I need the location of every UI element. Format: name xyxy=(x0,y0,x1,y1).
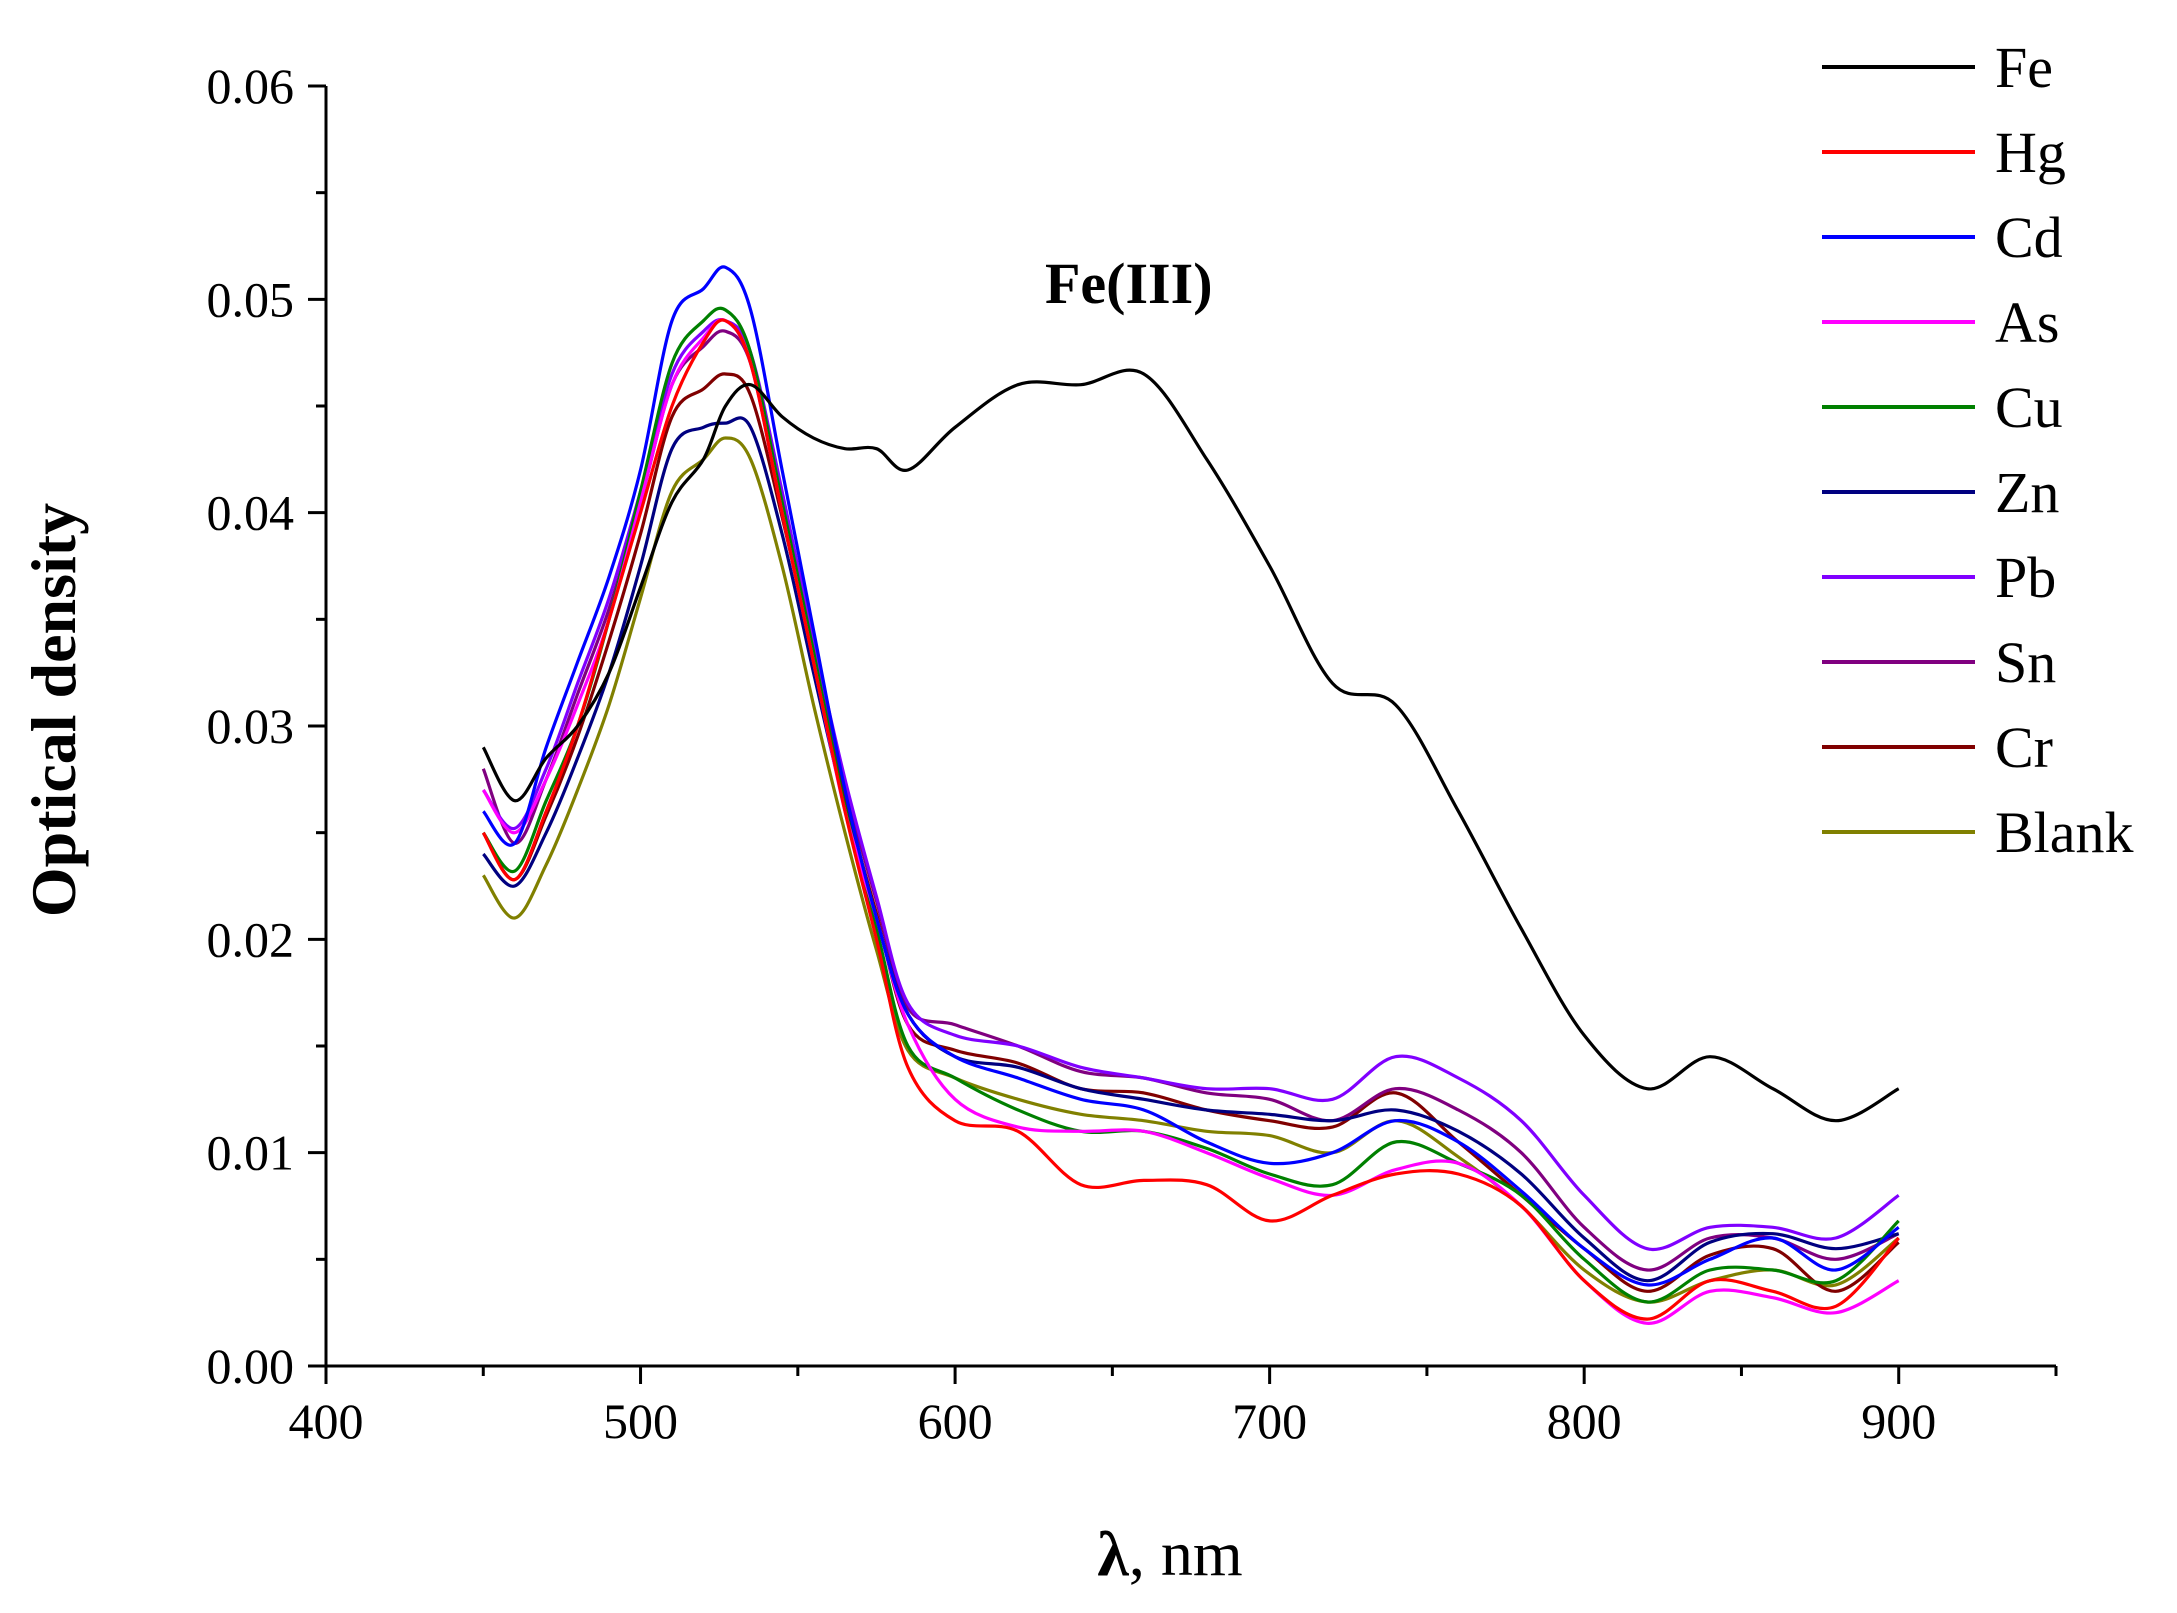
legend: Fe Hg Cd As Cu Zn Pb Sn Cr Blank xyxy=(1822,35,2134,865)
x-axis-symbol: λ xyxy=(1097,1518,1129,1589)
legend-label-cr: Cr xyxy=(1995,715,2053,780)
legend-label-zn: Zn xyxy=(1995,460,2059,525)
axes: 400 500 600 700 800 900 0.00 0.01 0.02 0.03 0.04 0.… xyxy=(207,58,2058,1449)
legend-label-pb: Pb xyxy=(1995,545,2056,610)
legend-label-as: As xyxy=(1995,290,2059,355)
x-tick-label: 500 xyxy=(603,1393,678,1449)
y-tick-label: 0.01 xyxy=(207,1125,295,1181)
y-tick-label: 0.04 xyxy=(207,485,295,541)
y-tick-label: 0.06 xyxy=(207,58,295,114)
series-line-hg xyxy=(481,318,1900,1321)
x-tick-label: 900 xyxy=(1861,1393,1936,1449)
annotation-fe-iii: Fe(III) xyxy=(1045,251,1213,316)
legend-label-hg: Hg xyxy=(1995,120,2066,185)
x-tick-label: 800 xyxy=(1547,1393,1622,1449)
series-line-cd xyxy=(482,265,1900,1287)
legend-label-sn: Sn xyxy=(1995,630,2056,695)
legend-label-blank: Blank xyxy=(1995,800,2134,865)
x-tick-label: 700 xyxy=(1232,1393,1307,1449)
y-axis-title: Optical density xyxy=(18,503,89,917)
series-line-fe xyxy=(481,368,1900,1123)
series-line-zn xyxy=(482,416,1900,1283)
x-axis-title: λ, nm xyxy=(1097,1518,1242,1589)
x-tick-label: 400 xyxy=(289,1393,364,1449)
y-tick-label: 0.03 xyxy=(207,698,295,754)
series-layer xyxy=(481,265,1900,1325)
series-line-cr xyxy=(481,372,1900,1293)
y-tick-label: 0.05 xyxy=(207,271,295,327)
legend-label-cd: Cd xyxy=(1995,205,2063,270)
series-line-blank xyxy=(481,436,1900,1304)
legend-label-cu: Cu xyxy=(1995,375,2063,440)
x-axis-unit: , nm xyxy=(1129,1518,1243,1589)
series-line-pb xyxy=(481,317,1900,1252)
series-line-cu xyxy=(481,306,1900,1304)
y-tick-label: 0.00 xyxy=(207,1338,295,1394)
x-tick-label: 600 xyxy=(918,1393,993,1449)
legend-label-fe: Fe xyxy=(1995,35,2053,100)
y-tick-label: 0.02 xyxy=(207,911,295,967)
